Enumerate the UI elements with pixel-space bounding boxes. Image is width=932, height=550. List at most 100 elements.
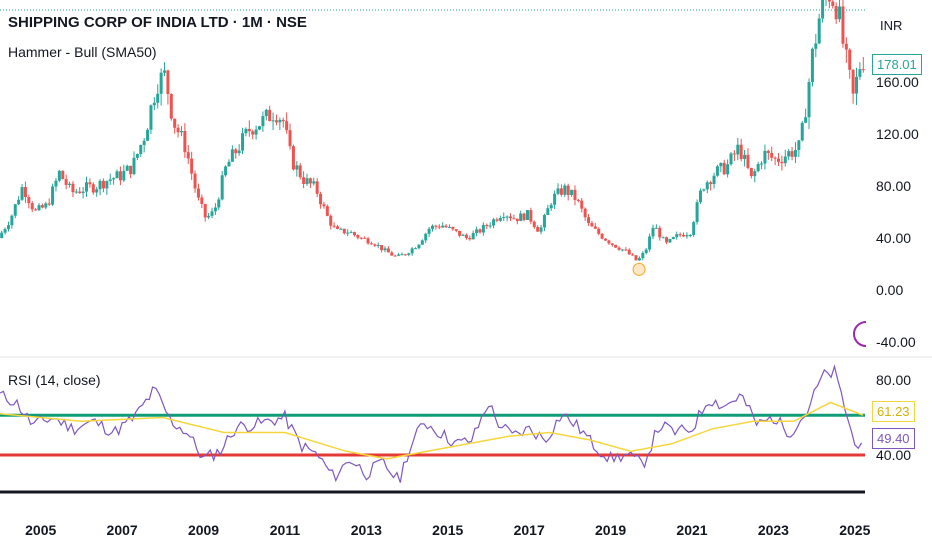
candle-body [349,232,353,234]
candle-body [542,215,546,228]
candle-body [532,221,536,228]
candle-body [804,117,808,123]
candle-body [509,216,513,219]
candle-body [641,252,645,259]
candle-body [858,69,862,77]
candle-body [763,150,767,164]
candle-body [451,226,455,230]
candle-body [726,164,730,175]
candle-body [190,158,194,174]
candle-body [766,150,770,153]
candle-body [434,225,438,227]
candle-body [682,234,686,237]
candle-body [278,119,282,123]
price-tick-label: 0.00 [876,282,903,298]
candle-body [688,234,692,236]
currency-label[interactable]: INR [880,18,903,33]
candle-body [108,179,112,181]
candle-body [254,129,258,135]
candle-body [848,49,852,70]
candle-body [773,157,777,159]
candle-body [339,228,343,230]
candle-body [492,219,496,226]
candle-body [549,204,553,209]
candle-body [760,163,764,165]
candle-body [570,189,574,196]
candle-body [129,165,133,175]
candle-body [861,69,865,71]
candle-body [712,175,716,185]
candle-body [756,164,760,172]
candle-body [841,6,845,44]
candle-body [139,145,143,154]
candle-body [454,229,458,231]
candle-body [288,130,292,147]
candle-body [176,127,180,133]
candle-body [298,165,302,178]
candle-body [624,249,628,251]
candle-body [502,216,506,219]
candle-body [400,254,404,256]
candle-body [258,126,261,130]
candle-body [607,240,611,244]
candle-body [807,82,811,118]
time-tick-label: 2011 [270,522,301,538]
candle-body [366,238,370,244]
candle-body [319,193,323,205]
candle-body [264,109,268,117]
candle-body [203,203,207,218]
candle-body [821,0,825,19]
rsi-value-badge: 49.40 [872,428,915,449]
candle-body [68,183,72,185]
candle-body [495,219,499,221]
candle-body [207,215,211,218]
candle-body [441,225,445,228]
rsi-ma-badge: 61.23 [872,401,915,422]
candle-body [631,254,635,256]
candle-body [732,153,736,155]
candle-body [461,234,465,236]
candle-body [468,238,472,240]
candle-body [529,210,533,222]
candle-body [654,227,658,229]
candle-body [85,182,88,192]
candle-body [322,204,326,207]
rsi-label: RSI (14, close) [8,372,101,388]
candle-body [115,171,119,179]
candle-body [749,167,753,177]
candle-body [485,224,489,227]
candle-body [563,185,567,195]
candle-body [57,170,61,181]
candle-body [427,228,431,234]
candle-body [135,153,139,158]
candle-body [295,165,299,170]
candle-body [648,236,652,250]
candle-body [74,191,78,193]
candle-body [241,133,245,151]
candle-body [790,151,794,157]
candle-body [539,227,543,232]
candle-body [855,76,859,94]
candle-body [397,254,401,256]
candle-body [291,146,295,170]
time-tick-label: 2007 [107,522,138,538]
time-tick-label: 2019 [595,522,626,538]
candle-body [546,208,550,216]
candle-body [91,184,95,193]
candle-body [196,188,200,198]
time-tick-label: 2025 [839,522,870,538]
candle-body [597,228,601,234]
candle-body [587,217,591,224]
candle-body [132,157,136,175]
candle-body [142,140,146,146]
candle-body [230,149,234,162]
candle-body [393,255,397,257]
candle-body [51,186,55,205]
candle-body [583,208,587,218]
candle-body [719,162,723,167]
candle-body [573,189,577,200]
time-tick-label: 2013 [351,522,382,538]
candle-body [729,153,733,165]
candle-body [152,102,156,106]
